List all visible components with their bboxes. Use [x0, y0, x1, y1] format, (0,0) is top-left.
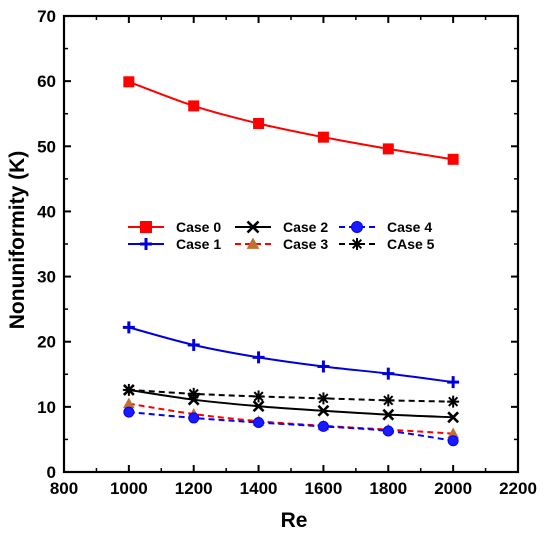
star-stroke-d2	[123, 384, 134, 395]
data-point-plus	[122, 321, 135, 334]
legend-entry-case-4: Case 4	[339, 219, 432, 235]
data-point-circle	[188, 412, 200, 424]
x-tick-label: 2200	[499, 479, 537, 498]
data-point-star	[187, 387, 200, 400]
legend-entry-case-1: Case 1	[128, 236, 221, 252]
series-case-3	[123, 397, 459, 439]
star-stroke-d2	[383, 395, 394, 406]
y-tick-label: 30	[37, 268, 56, 287]
x-stroke-b	[317, 404, 330, 417]
legend-entry-case-0: Case 0	[128, 219, 221, 235]
series-line	[128, 388, 454, 419]
data-point-star	[382, 394, 395, 407]
data-point-square	[188, 100, 200, 112]
data-point-star	[447, 395, 460, 408]
data-point-plus	[140, 238, 152, 250]
data-point-triangle	[246, 237, 260, 249]
star-stroke-d2	[351, 238, 363, 250]
data-point-x	[447, 411, 460, 424]
series-case-4	[123, 406, 459, 447]
legend-label: Case 4	[387, 219, 432, 235]
data-point-plus	[187, 338, 200, 351]
legend-label: CAse 5	[387, 236, 435, 252]
data-point-star	[351, 238, 363, 250]
x-stroke-b	[246, 220, 260, 234]
series-line	[128, 388, 454, 403]
x-tick-label: 1400	[240, 479, 278, 498]
data-point-square	[447, 153, 459, 165]
x-tick-label: 1200	[175, 479, 213, 498]
y-axis-label: Nonuniformity (K)	[6, 151, 29, 329]
legend-label: Case 3	[283, 236, 328, 252]
data-point-square	[253, 117, 265, 129]
data-point-star	[122, 383, 135, 396]
legend-label: Case 0	[176, 219, 221, 235]
legend: Case 0 Case 2 Case 4 Case 1 Case 3 CAse 5	[128, 219, 435, 252]
series-line	[128, 326, 454, 384]
data-point-x	[317, 404, 330, 417]
y-tick-label: 10	[37, 398, 56, 417]
data-point-plus	[252, 351, 265, 364]
data-point-circle	[253, 416, 265, 428]
data-point-square	[123, 76, 135, 88]
x-tick-label: 1600	[305, 479, 343, 498]
data-point-circle	[123, 406, 135, 418]
series-case-0	[123, 76, 459, 165]
star-stroke-d2	[318, 393, 329, 404]
data-point-triangle	[123, 397, 135, 409]
series-case-1	[122, 321, 460, 389]
data-point-square	[317, 131, 329, 143]
y-tick-label: 50	[37, 137, 56, 156]
data-point-star	[317, 392, 330, 405]
legend-entry-case-5: CAse 5	[339, 236, 435, 252]
x-tick-label: 1800	[369, 479, 407, 498]
data-point-circle	[351, 221, 363, 233]
legend-entry-case-3: Case 3	[235, 236, 328, 252]
data-point-square	[382, 143, 394, 155]
x-stroke-b	[252, 400, 265, 413]
data-point-circle	[382, 425, 394, 437]
x-tick-label: 2000	[434, 479, 472, 498]
series-line	[128, 411, 454, 442]
legend-label: Case 2	[283, 219, 328, 235]
star-stroke-d2	[253, 391, 264, 402]
y-tick-label: 0	[47, 463, 56, 482]
x-stroke-b	[382, 408, 395, 421]
y-tick-label: 20	[37, 333, 56, 352]
legend-entry-case-2: Case 2	[235, 219, 328, 235]
data-point-plus	[317, 360, 330, 373]
legend-label: Case 1	[176, 236, 221, 252]
series-case-5	[122, 383, 460, 408]
series-line	[128, 80, 454, 161]
data-point-x	[382, 408, 395, 421]
y-tick-label: 70	[37, 7, 56, 26]
data-point-x	[246, 220, 260, 234]
data-point-plus	[382, 367, 395, 380]
data-point-circle	[447, 435, 459, 447]
data-point-x	[252, 400, 265, 413]
x-tick-label: 1000	[110, 479, 148, 498]
x-axis-label: Re	[281, 509, 308, 532]
data-point-plus	[447, 376, 460, 389]
data-point-star	[252, 390, 265, 403]
x-tick-label: 800	[50, 479, 78, 498]
x-stroke-b	[447, 411, 460, 424]
data-point-square	[140, 221, 152, 233]
axis-ticks: 800 1000 1200 1400 1600 1800 2000 2200 0 10 20 30 40…	[37, 7, 537, 498]
star-stroke-d2	[448, 396, 459, 407]
data-point-circle	[317, 420, 329, 432]
y-tick-label: 40	[37, 202, 56, 221]
series-lines	[122, 76, 460, 447]
y-tick-label: 60	[37, 72, 56, 91]
star-stroke-d2	[188, 388, 199, 399]
